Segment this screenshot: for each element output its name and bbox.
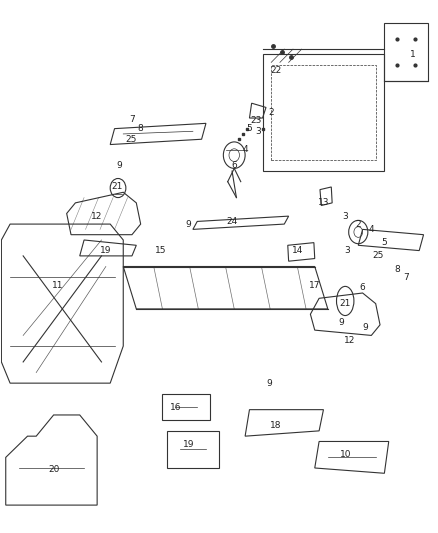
- Text: 1: 1: [410, 50, 416, 59]
- Text: 22: 22: [270, 66, 281, 75]
- Text: 13: 13: [318, 198, 329, 207]
- Text: 15: 15: [155, 246, 166, 255]
- Text: 25: 25: [125, 135, 137, 144]
- Text: 3: 3: [343, 212, 348, 221]
- Text: 8: 8: [138, 124, 144, 133]
- Text: 21: 21: [339, 299, 351, 308]
- Text: 2: 2: [268, 108, 274, 117]
- Text: 9: 9: [266, 378, 272, 387]
- Text: 7: 7: [403, 272, 409, 281]
- Text: 19: 19: [183, 440, 194, 449]
- Text: 14: 14: [292, 246, 303, 255]
- Text: 16: 16: [170, 402, 181, 411]
- Text: 9: 9: [116, 161, 122, 170]
- Text: 12: 12: [344, 336, 355, 345]
- Text: 2: 2: [356, 220, 361, 229]
- Text: 20: 20: [48, 465, 59, 473]
- Text: 9: 9: [338, 318, 344, 327]
- Text: 25: 25: [372, 252, 384, 261]
- Text: 12: 12: [92, 212, 103, 221]
- Text: 24: 24: [226, 217, 238, 226]
- Text: 17: 17: [309, 280, 321, 289]
- Text: 4: 4: [242, 146, 248, 155]
- Text: 19: 19: [100, 246, 112, 255]
- Text: 18: 18: [270, 421, 281, 430]
- Text: 11: 11: [52, 280, 64, 289]
- Text: 4: 4: [368, 225, 374, 234]
- Text: 9: 9: [186, 220, 191, 229]
- Text: 8: 8: [395, 265, 400, 273]
- Text: 3: 3: [345, 246, 350, 255]
- Text: 23: 23: [250, 116, 261, 125]
- Text: 6: 6: [231, 161, 237, 170]
- Text: 10: 10: [339, 450, 351, 459]
- Text: 21: 21: [111, 182, 122, 191]
- Text: 5: 5: [381, 238, 387, 247]
- Text: 5: 5: [247, 124, 252, 133]
- Text: 6: 6: [360, 283, 365, 292]
- Text: 7: 7: [129, 115, 135, 124]
- Text: 3: 3: [255, 127, 261, 136]
- Text: 9: 9: [362, 323, 367, 332]
